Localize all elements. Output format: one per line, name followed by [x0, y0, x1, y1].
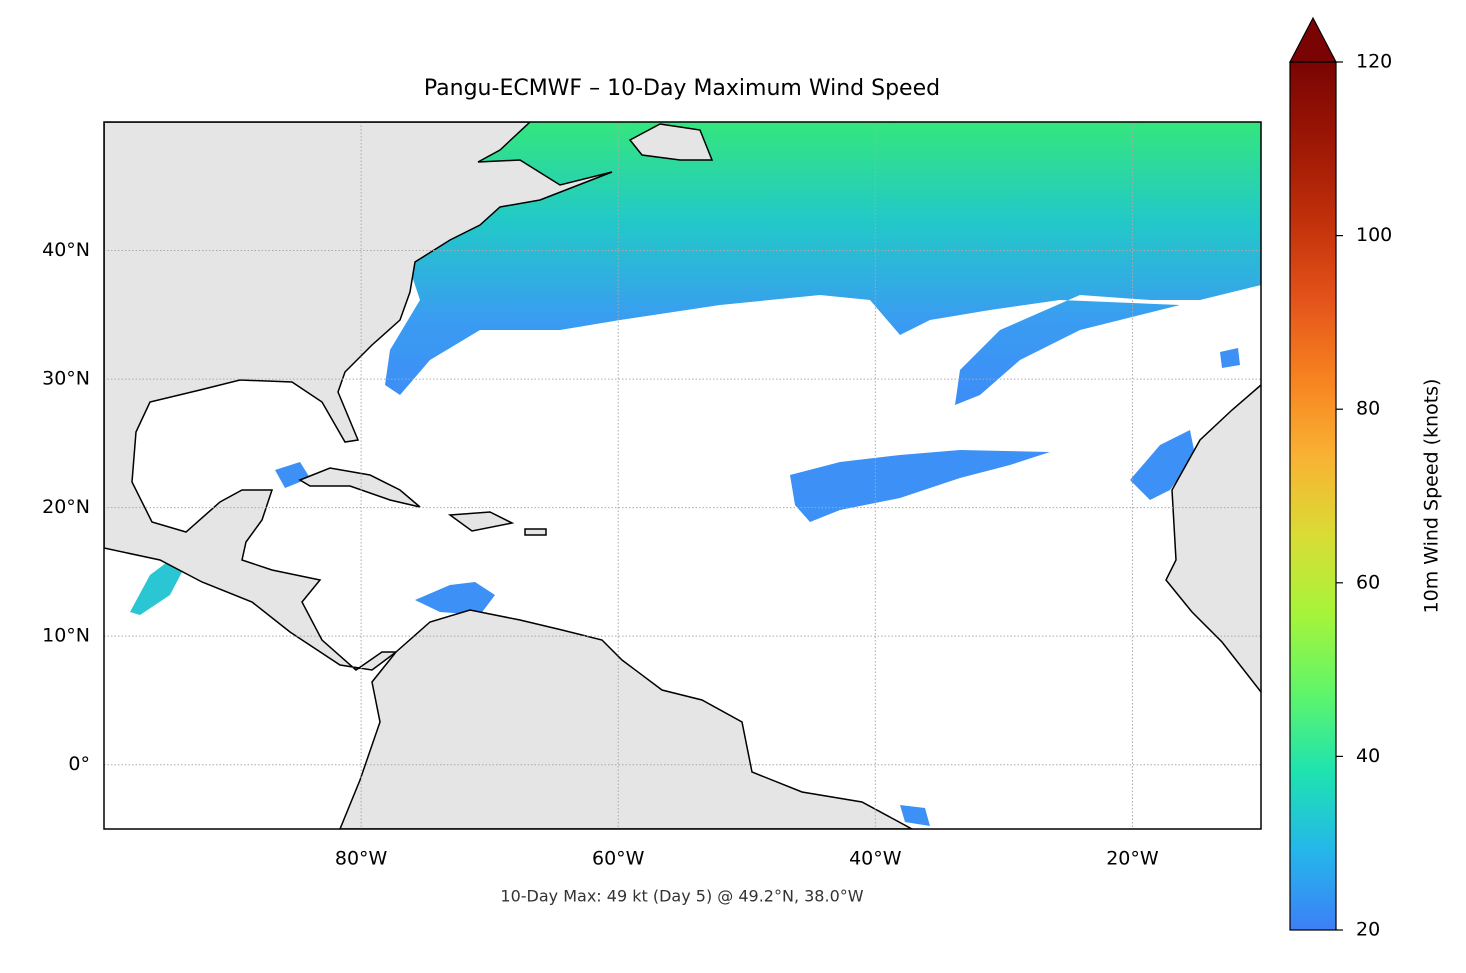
- y-tick-label: 40°N: [42, 239, 90, 261]
- land: [104, 122, 1261, 829]
- colorbar-tick-label: 60: [1356, 571, 1380, 593]
- colorbar-tick-label: 40: [1356, 745, 1380, 767]
- y-tick-label: 30°N: [42, 368, 90, 390]
- colorbar-tick-label: 120: [1356, 51, 1392, 73]
- x-tick-label: 60°W: [592, 848, 645, 870]
- y-tick-label: 0°: [68, 753, 90, 775]
- colorbar-extend: [1289, 16, 1337, 63]
- x-tick-label: 20°W: [1106, 848, 1159, 870]
- map: [104, 122, 1261, 829]
- chart-title: Pangu-ECMWF – 10-Day Maximum Wind Speed: [424, 76, 940, 101]
- colorbar-tick-label: 100: [1356, 224, 1392, 246]
- colorbar-tick-label: 80: [1356, 398, 1380, 420]
- grid: [104, 122, 1261, 829]
- colorbar-tick-label: 20: [1356, 919, 1380, 941]
- y-tick-label: 20°N: [42, 496, 90, 518]
- x-tick-label: 40°W: [849, 848, 902, 870]
- y-tick-label: 10°N: [42, 625, 90, 647]
- annotation: 10-Day Max: 49 kt (Day 5) @ 49.2°N, 38.0…: [500, 887, 863, 906]
- colorbar-label: 10m Wind Speed (knots): [1421, 379, 1443, 614]
- colorbar: 20 40 60 80 100 120 10m Wind Speed (knots): [1289, 16, 1443, 941]
- x-tick-label: 80°W: [335, 848, 388, 870]
- colorbar-frame: [1289, 61, 1337, 931]
- map-frame: [103, 121, 1262, 830]
- colorbar-fill: [1290, 62, 1336, 930]
